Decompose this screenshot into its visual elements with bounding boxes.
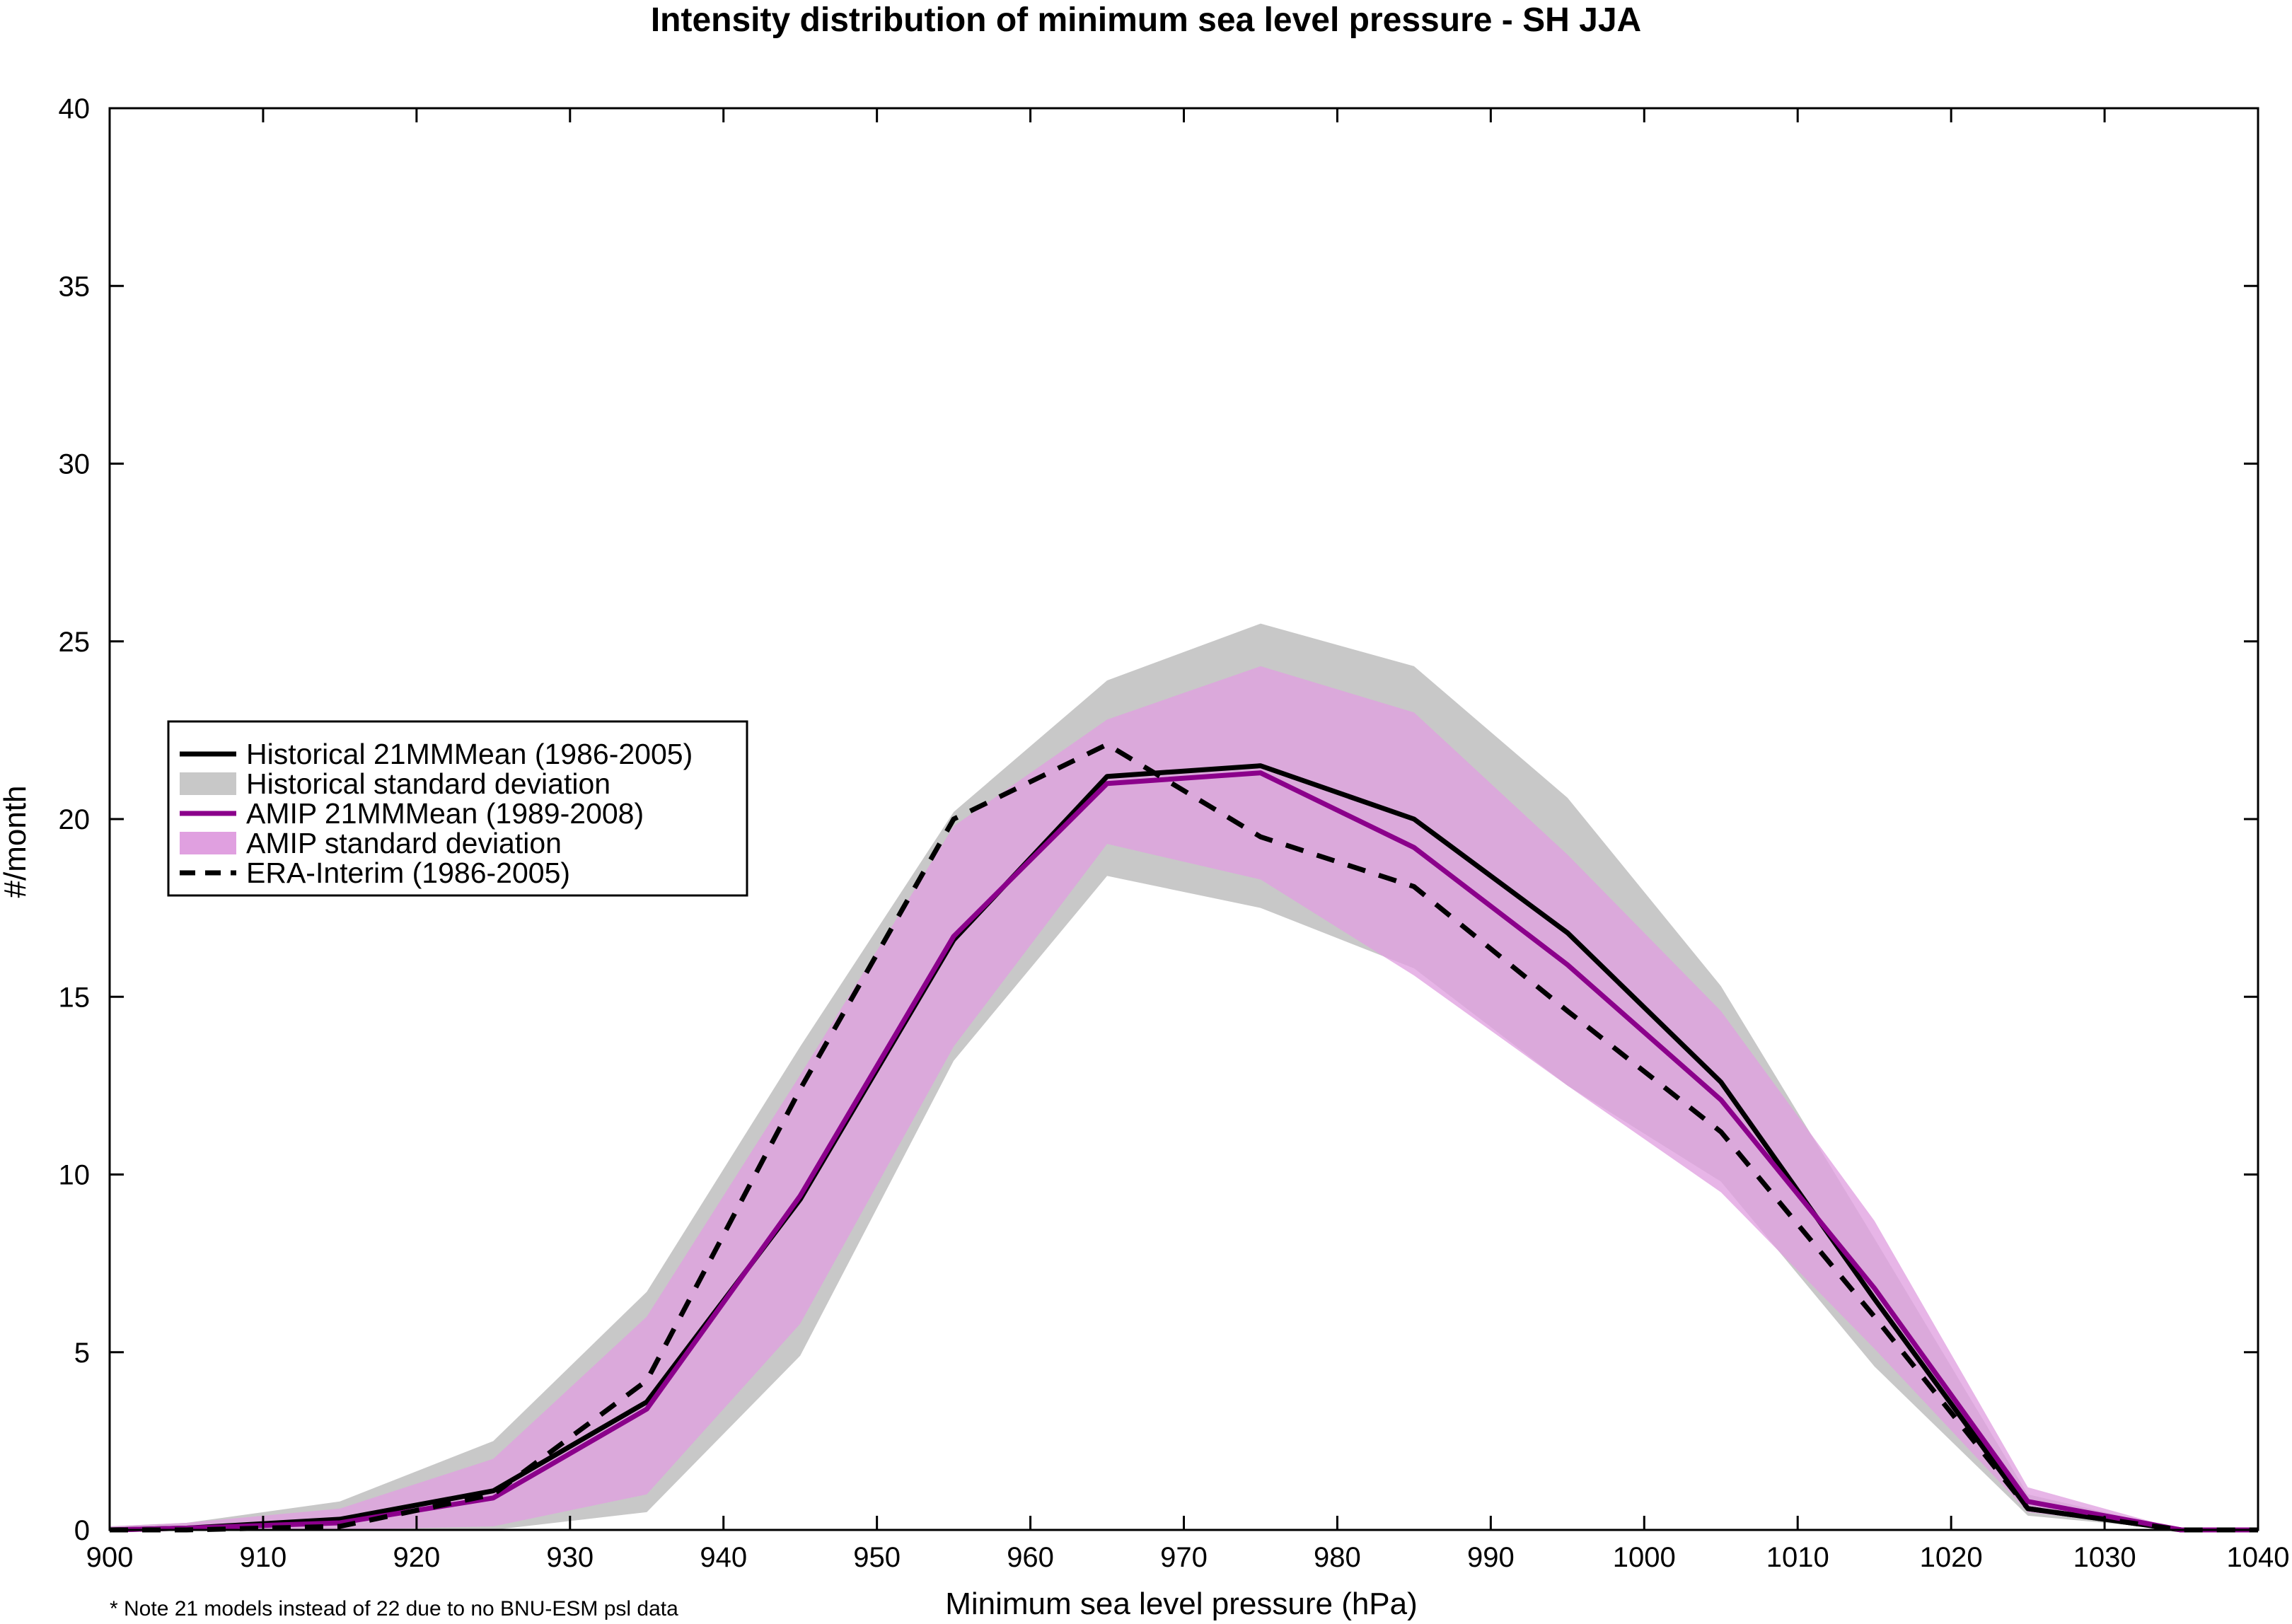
legend-label: ERA-Interim (1986-2005) [246,857,570,889]
y-tick-label: 5 [74,1338,90,1369]
x-tick-label: 910 [240,1542,287,1573]
x-tick-label: 950 [853,1542,901,1573]
legend-label: AMIP standard deviation [246,827,562,859]
legend-swatch [180,832,236,854]
axes: 900 910 920 930 940 950 960 970 980 990 1000 1010 10… [59,93,2290,1573]
y-tick-label: 30 [59,449,91,480]
x-tick-label: 980 [1314,1542,1361,1573]
x-tick-label: 970 [1160,1542,1208,1573]
chart-title: Intensity distribution of minimum sea le… [651,1,1641,39]
x-tick-label: 1010 [1766,1542,1829,1573]
era-interim-line [110,741,2258,1533]
y-tick-label: 0 [74,1515,90,1546]
x-tick-label: 930 [546,1542,594,1573]
x-tick-label: 990 [1467,1542,1515,1573]
x-tick-label: 1020 [1920,1542,1983,1573]
y-tick-label: 20 [59,804,91,835]
y-axis-title: #/month [0,786,33,898]
legend: Historical 21MMMean (1986-2005)Historica… [167,720,748,897]
legend-label: Historical standard deviation [246,767,610,800]
x-tick-label: 1000 [1613,1542,1676,1573]
y-tick-label: 35 [59,271,91,302]
legend-box [167,720,748,897]
x-tick-label: 1040 [2227,1542,2290,1573]
x-tick-label: 940 [700,1542,747,1573]
footnote: * Note 21 models instead of 22 due to no… [110,1597,678,1620]
legend-swatch [180,772,236,795]
x-tick-label: 960 [1007,1542,1054,1573]
y-tick-label: 15 [59,982,91,1013]
band-historical-std [110,623,2258,1530]
y-tick-label: 25 [59,627,91,658]
band-amip-std [110,666,2258,1530]
plot-area [109,623,2258,1533]
x-tick-label: 1030 [2073,1542,2136,1573]
y-tick-label: 40 [59,93,91,124]
historical-mean-line [109,763,2258,1533]
legend-label: Historical 21MMMean (1986-2005) [246,738,693,770]
legend-label: AMIP 21MMMean (1989-2008) [246,797,644,830]
x-axis-title: Minimum sea level pressure (hPa) [945,1587,1418,1621]
y-tick-label: 10 [59,1160,91,1191]
x-tick-label: 920 [393,1542,440,1573]
x-tick-label: 900 [86,1542,134,1573]
